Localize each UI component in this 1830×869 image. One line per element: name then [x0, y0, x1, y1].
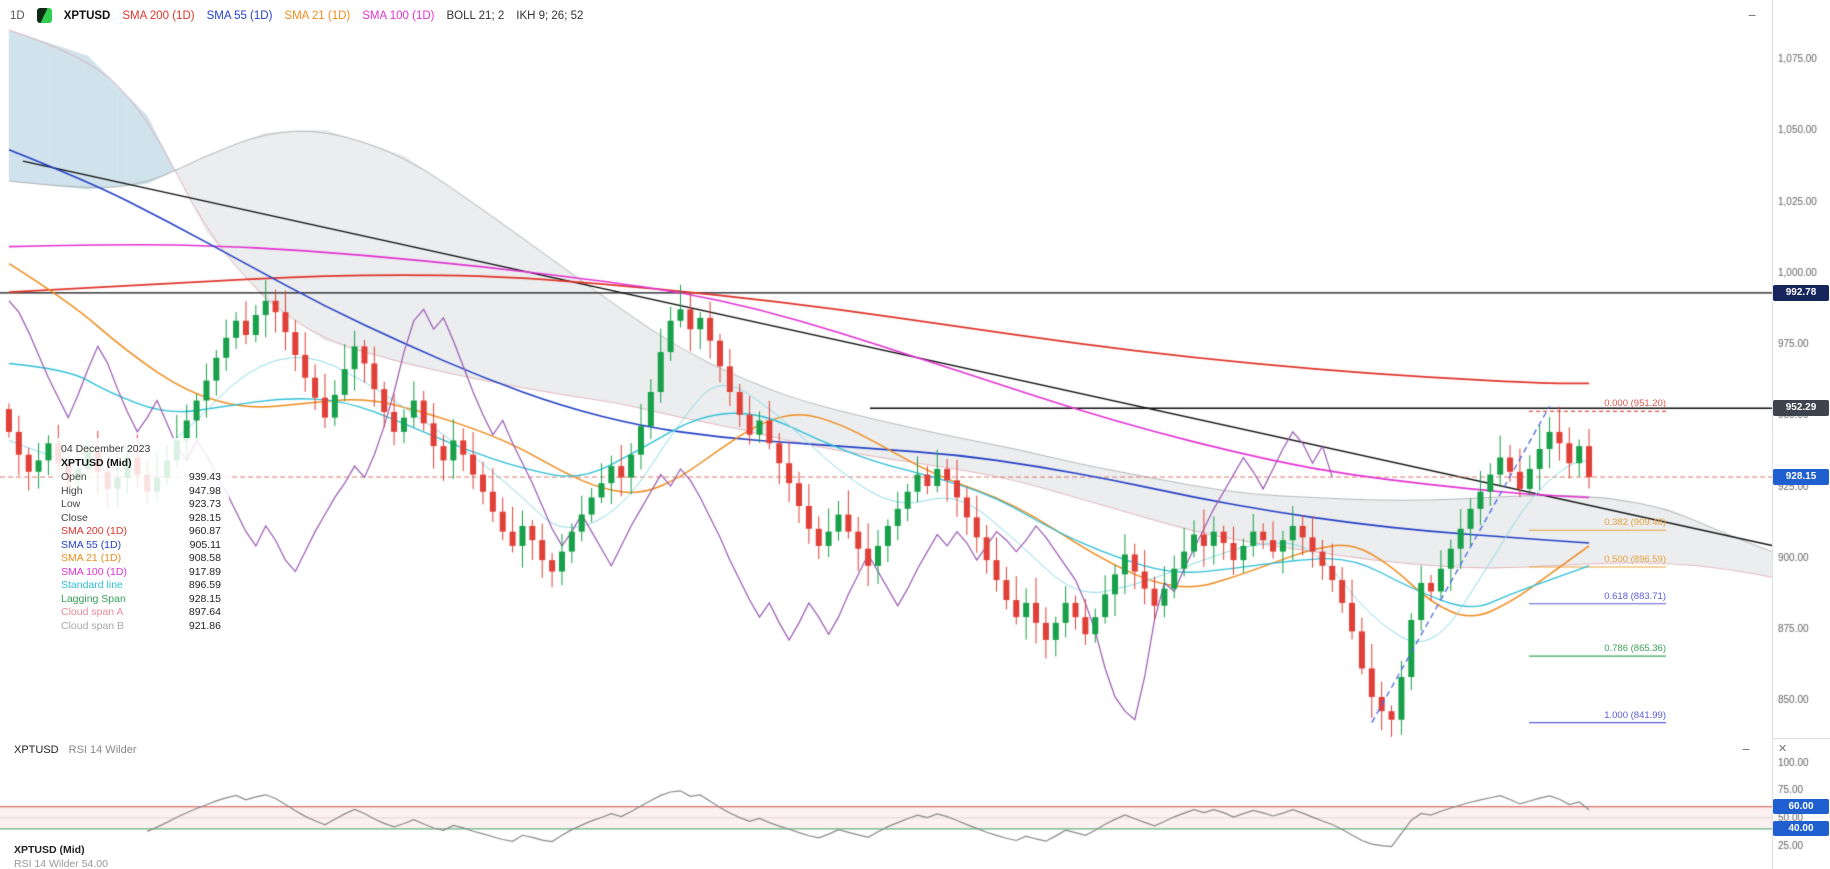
fib-label-0786: 0.786 (865.36) — [1604, 643, 1666, 654]
chart-minimize-button[interactable]: − — [1748, 7, 1757, 23]
tooltip-row-close: Close 928.15 — [61, 511, 221, 524]
symbol-label[interactable]: XPTUSD — [63, 9, 111, 22]
tooltip-row-sma200: SMA 200 (1D) 960.87 — [61, 525, 221, 537]
price-badge-current: 928.15 — [1773, 469, 1829, 485]
chart-header: 1D XPTUSD SMA 200 (1D) SMA 55 (1D) SMA 2… — [10, 8, 583, 23]
fib-label-1000: 1.000 (841.99) — [1604, 710, 1666, 721]
instrument-icon — [36, 8, 52, 23]
price-badge-resistance: 992.78 — [1773, 285, 1829, 301]
tooltip-row-cloud-span-b: Cloud span B 921.86 — [61, 619, 221, 632]
rsi-close-button[interactable]: ✕ — [1778, 743, 1788, 755]
fib-label-0618: 0.618 (883.71) — [1604, 591, 1666, 602]
rsi-lower-level-badge: 40.00 — [1773, 821, 1829, 836]
rsi-footer-value: RSI 14 Wilder 54.00 — [14, 858, 108, 869]
indicator-label-sma100[interactable]: SMA 100 (1D) — [362, 9, 435, 22]
fib-label-0500: 0.500 (896.59) — [1604, 554, 1666, 565]
indicator-label-sma55[interactable]: SMA 55 (1D) — [206, 9, 273, 22]
rsi-panel-header: XPTUSD RSI 14 Wilder — [0, 738, 1772, 762]
tooltip-row-sma21: SMA 21 (1D) 908.58 — [61, 552, 221, 564]
tooltip-symbol: XPTUSD (Mid) — [61, 456, 132, 469]
indicator-label-boll[interactable]: BOLL 21; 2 — [446, 9, 505, 22]
indicator-label-sma200[interactable]: SMA 200 (1D) — [122, 9, 195, 22]
tooltip-row-high: High 947.98 — [61, 484, 221, 497]
fib-label-0000: 0.000 (951.20) — [1604, 398, 1666, 409]
rsi-upper-level-badge: 60.00 — [1773, 799, 1829, 814]
indicator-label-ikh[interactable]: IKH 9; 26; 52 — [516, 9, 584, 22]
tooltip-date: 04 December 2023 — [61, 443, 151, 455]
rsi-footer: XPTUSD (Mid) RSI 14 Wilder 54.00 — [14, 843, 108, 869]
tooltip-row-open: Open 939.43 — [61, 471, 221, 483]
data-window-tooltip: 04 December 2023 XPTUSD (Mid) Open 939.43… — [53, 438, 229, 638]
tooltip-row-low: Low 923.73 — [61, 498, 221, 510]
tooltip-row-sma55: SMA 55 (1D) 905.11 — [61, 538, 221, 551]
price-badge-trendline: 952.29 — [1773, 400, 1829, 416]
tooltip-row-cloud-span-a: Cloud span A 897.64 — [61, 606, 221, 618]
indicator-label-sma21[interactable]: SMA 21 (1D) — [284, 9, 351, 22]
tooltip-row-lagging-span: Lagging Span 928.15 — [61, 592, 221, 605]
rsi-indicator-label[interactable]: RSI 14 Wilder — [68, 744, 137, 756]
fib-label-0382: 0.382 (909.48) — [1604, 517, 1666, 528]
tooltip-row-standard-line: Standard line 896.59 — [61, 579, 221, 591]
rsi-symbol-label: XPTUSD — [14, 744, 59, 756]
tooltip-row-sma100: SMA 100 (1D) 917.89 — [61, 565, 221, 578]
timeframe-label[interactable]: 1D — [10, 9, 25, 22]
rsi-minimize-button[interactable]: − — [1742, 741, 1751, 757]
rsi-footer-symbol: XPTUSD (Mid) — [14, 844, 85, 856]
